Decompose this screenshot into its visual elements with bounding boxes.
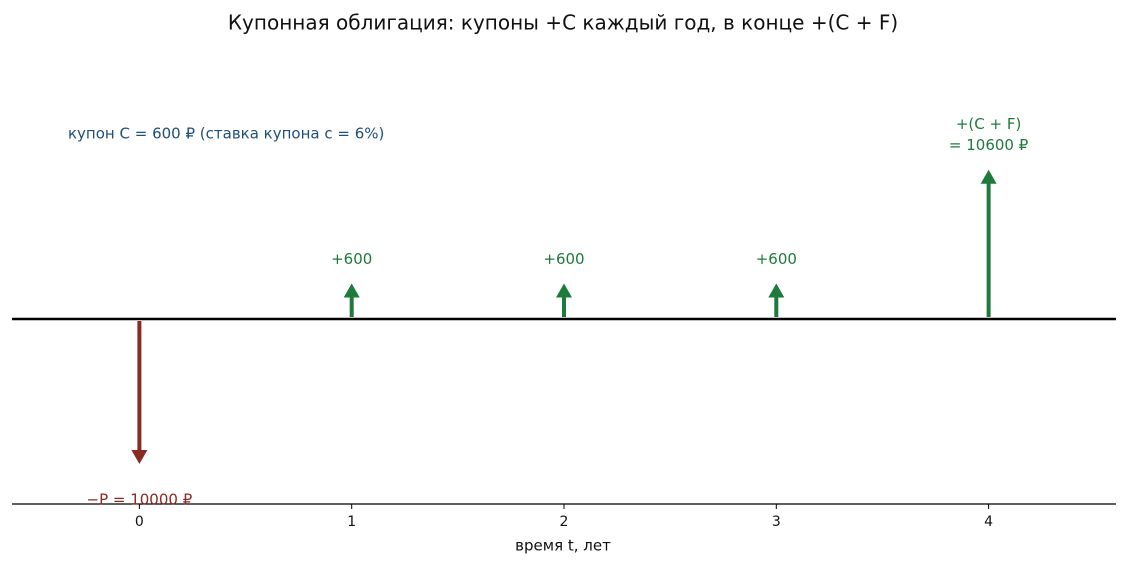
value-label: +600 [331,250,372,268]
cash-flow-arrow [131,321,148,464]
cash-flow-arrow [768,283,785,317]
arrow-head [343,283,360,298]
cash-flow-arrow [556,283,572,317]
value-label: +(C + F) [956,115,1021,133]
arrow-head [131,450,148,464]
cash-flow-arrow [980,169,997,317]
value-label: = 10600 ₽ [949,136,1029,154]
value-label: −P = 10000 ₽ [87,491,193,509]
arrow-head [980,169,997,184]
value-label: +600 [543,250,584,268]
x-tick-label: 2 [560,514,569,530]
x-axis-label: время t, лет [515,537,611,555]
x-tick-label: 1 [347,514,356,530]
arrow-head [768,283,785,298]
arrow-head [556,283,572,298]
chart-title: Купонная облигация: купоны +C каждый год… [228,11,898,35]
value-label: +600 [756,250,797,268]
x-tick-label: 4 [984,514,993,530]
x-tick-label: 3 [772,514,781,530]
annotation: купон C = 600 ₽ (ставка купона c = 6%) [68,125,384,143]
cash-flow-arrow [343,283,360,317]
x-tick-label: 0 [135,514,144,530]
